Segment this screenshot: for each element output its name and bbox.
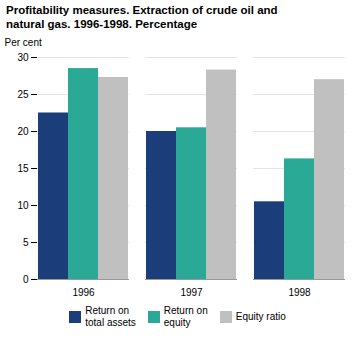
svg-text:10: 10 <box>17 200 29 211</box>
svg-text:30: 30 <box>17 52 29 63</box>
svg-text:1998: 1998 <box>288 287 311 298</box>
svg-text:1997: 1997 <box>180 287 203 298</box>
svg-text:0: 0 <box>23 274 29 285</box>
svg-text:Per cent: Per cent <box>5 37 42 48</box>
html-text:Profitability measures. Extrac: Profitability measures. Extraction of cr… <box>6 4 278 30</box>
svg-text:25: 25 <box>17 89 29 100</box>
html-text:Equity ratio: Equity ratio <box>235 311 286 322</box>
svg-text:1996: 1996 <box>72 287 95 298</box>
svg-text:5: 5 <box>23 237 29 248</box>
html-text:Return on total assets: Return on total assets <box>85 305 136 328</box>
svg-text:15: 15 <box>17 163 29 174</box>
svg-text:20: 20 <box>17 126 29 137</box>
html-text:Return on equity: Return on equity <box>163 305 208 328</box>
